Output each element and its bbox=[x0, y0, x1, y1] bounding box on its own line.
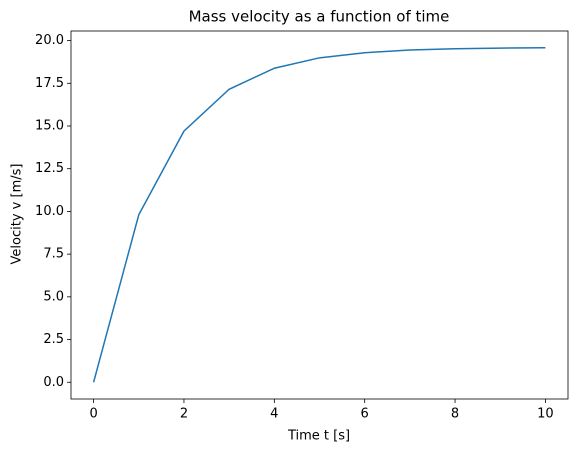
chart-title: Mass velocity as a function of time bbox=[189, 8, 450, 26]
y-tick-label: 7.5 bbox=[43, 247, 64, 262]
x-tick-label: 10 bbox=[537, 407, 554, 422]
line bbox=[92, 46, 546, 383]
x-tick-label: 2 bbox=[180, 407, 188, 422]
y-axis-label: Velocity v [m/s] bbox=[10, 164, 25, 265]
y-tick-label: 10.0 bbox=[35, 204, 64, 219]
y-tick-label: 2.5 bbox=[43, 332, 64, 347]
x-axis-label: Time t [s] bbox=[287, 429, 350, 444]
x-tick-label: 8 bbox=[451, 407, 459, 422]
x-tick-label: 4 bbox=[270, 407, 278, 422]
y-tick-label: 20.0 bbox=[35, 33, 64, 48]
y-tick-label: 5.0 bbox=[43, 289, 64, 304]
y-tick-label: 12.5 bbox=[35, 161, 64, 176]
y-tick-label: 0.0 bbox=[43, 375, 64, 390]
x-tick-label: 0 bbox=[89, 407, 97, 422]
y-tick-label: 15.0 bbox=[35, 118, 64, 133]
plot-frame bbox=[70, 30, 569, 400]
y-tick-label: 17.5 bbox=[35, 76, 64, 91]
x-tick-label: 6 bbox=[361, 407, 369, 422]
